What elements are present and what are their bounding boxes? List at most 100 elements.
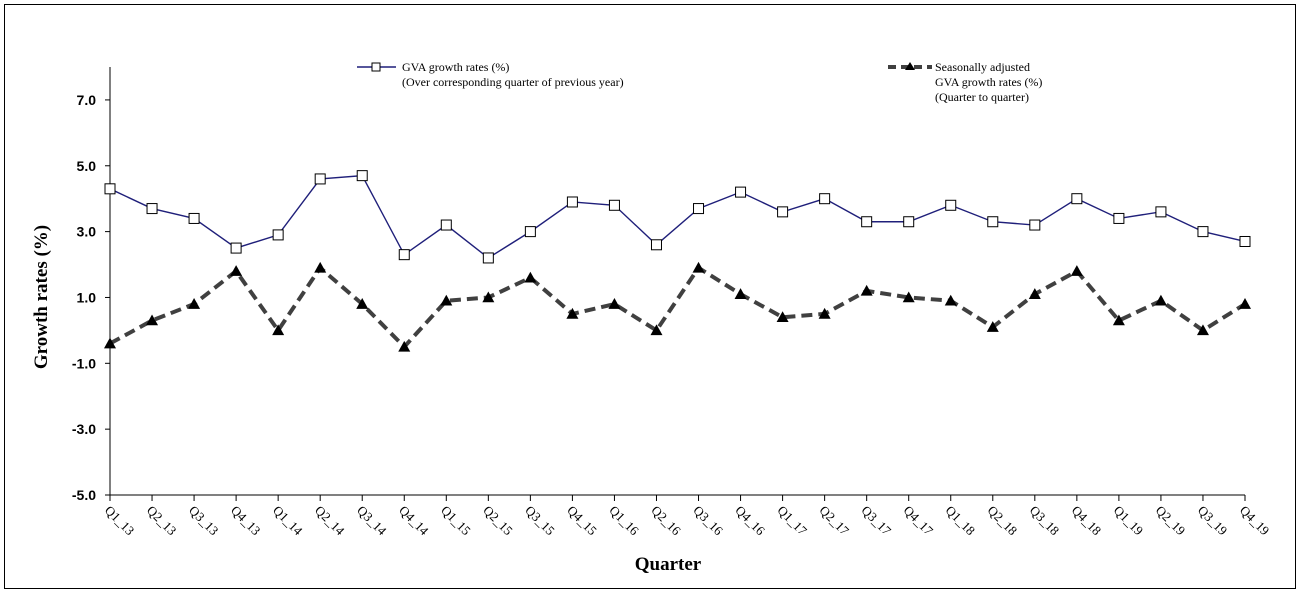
square-marker [1155, 206, 1167, 218]
y-tick-labels: 7.0 5.0 3.0 1.0 -1.0 -3.0 -5.0 [72, 92, 110, 503]
square-marker [230, 242, 242, 254]
x-tick-label: Q1_18 [943, 503, 979, 539]
x-tick-label: Q2_19 [1153, 503, 1189, 539]
square-marker [1113, 212, 1125, 224]
x-tick-label: Q3_15 [522, 503, 558, 539]
triangle-marker [944, 294, 957, 306]
triangle-marker [230, 265, 243, 276]
legend-label-1: GVA growth rates (%) [402, 60, 509, 74]
x-tick-label: Q1_13 [102, 503, 138, 539]
x-tick-label: Q4_14 [396, 503, 432, 539]
x-tick-label: Q4_18 [1069, 503, 1105, 539]
triangle-marker [1070, 265, 1083, 276]
x-tick-label: Q4_15 [564, 503, 600, 539]
legend-triangle-marker [905, 62, 915, 70]
y-tick-label: 1.0 [77, 289, 97, 305]
y-tick-label: -3.0 [72, 421, 96, 437]
triangle-marker [818, 307, 831, 319]
triangle-marker [860, 284, 873, 296]
triangle-marker [692, 261, 705, 273]
series-2 [104, 261, 1251, 352]
y-tick-label: 5.0 [77, 158, 97, 174]
square-marker [482, 252, 494, 264]
chart-frame [4, 4, 1296, 589]
y-tick-label: -1.0 [72, 355, 96, 371]
x-tick-label: Q3_18 [1027, 503, 1063, 539]
x-tick-label: Q4_17 [901, 503, 937, 539]
x-tick-label: Q1_17 [774, 503, 810, 539]
square-marker [104, 183, 116, 195]
triangle-marker [608, 298, 621, 309]
x-tick-label: Q2_18 [985, 503, 1021, 539]
square-marker [566, 196, 578, 208]
triangle-marker [356, 298, 369, 309]
triangle-marker [1112, 314, 1125, 326]
triangle-marker [776, 311, 789, 323]
y-tick-label: 7.0 [77, 92, 97, 108]
triangle-marker [1028, 288, 1041, 299]
square-marker [987, 216, 999, 228]
square-marker [314, 173, 326, 185]
x-tick-label: Q1_14 [270, 503, 306, 539]
x-tick-label: Q4_13 [228, 503, 264, 539]
x-tick-label: Q1_16 [606, 503, 642, 539]
triangle-marker [734, 288, 747, 299]
square-marker [356, 170, 368, 182]
y-tick-label: 3.0 [77, 224, 97, 240]
series-line [109, 174, 1246, 259]
series-group [104, 170, 1251, 352]
square-marker [650, 239, 662, 251]
triangle-marker [440, 294, 453, 306]
legend-label-2: (Quarter to quarter) [935, 90, 1029, 104]
square-marker [819, 193, 831, 205]
legend-label-2: Seasonally adjusted [935, 60, 1030, 74]
square-marker [1239, 235, 1251, 247]
x-tick-label: Q3_19 [1195, 503, 1231, 539]
square-marker [146, 203, 158, 215]
x-axis-title: Quarter [635, 554, 702, 575]
y-tick-label: -5.0 [72, 487, 96, 503]
x-tick-label: Q2_14 [312, 503, 348, 539]
triangle-marker [482, 291, 495, 303]
triangle-marker [1154, 294, 1167, 306]
series-line [109, 265, 1247, 349]
square-marker [735, 186, 747, 198]
square-marker [1197, 226, 1209, 238]
y-axis-title: Growth rates (%) [31, 225, 52, 369]
square-marker [945, 199, 957, 211]
triangle-marker [1196, 324, 1209, 336]
x-tick-label: Q4_16 [732, 503, 768, 539]
triangle-marker [314, 261, 327, 273]
square-marker [1071, 193, 1083, 205]
triangle-marker [146, 314, 159, 326]
x-tick-label: Q3_17 [859, 503, 895, 539]
legend-square-marker [371, 62, 381, 72]
x-tick-label: Q1_19 [1111, 503, 1147, 539]
square-marker [398, 249, 410, 261]
triangle-marker [524, 271, 537, 283]
x-tick-label: Q3_14 [354, 503, 390, 539]
axes [109, 67, 1245, 496]
x-tick-label: Q3_13 [186, 503, 222, 539]
square-marker [524, 226, 536, 238]
legend: GVA growth rates (%)(Over corresponding … [357, 60, 1042, 104]
triangle-marker [104, 337, 116, 349]
triangle-marker [272, 324, 285, 336]
x-tick-label: Q1_15 [438, 503, 474, 539]
square-marker [1029, 219, 1041, 231]
triangle-marker [986, 321, 999, 332]
x-tick-label: Q2_15 [480, 503, 516, 539]
square-marker [272, 229, 284, 241]
square-marker [608, 199, 620, 211]
square-marker [440, 219, 452, 231]
x-tick-label: Q2_16 [648, 503, 684, 539]
triangle-marker [902, 291, 915, 303]
triangle-marker [398, 340, 411, 352]
series-1 [104, 170, 1251, 264]
x-tick-label: Q2_17 [817, 503, 853, 539]
x-tick-label: Q3_16 [690, 503, 726, 539]
legend-label-2: GVA growth rates (%) [935, 75, 1042, 89]
triangle-marker [1239, 298, 1251, 309]
square-marker [861, 216, 873, 228]
